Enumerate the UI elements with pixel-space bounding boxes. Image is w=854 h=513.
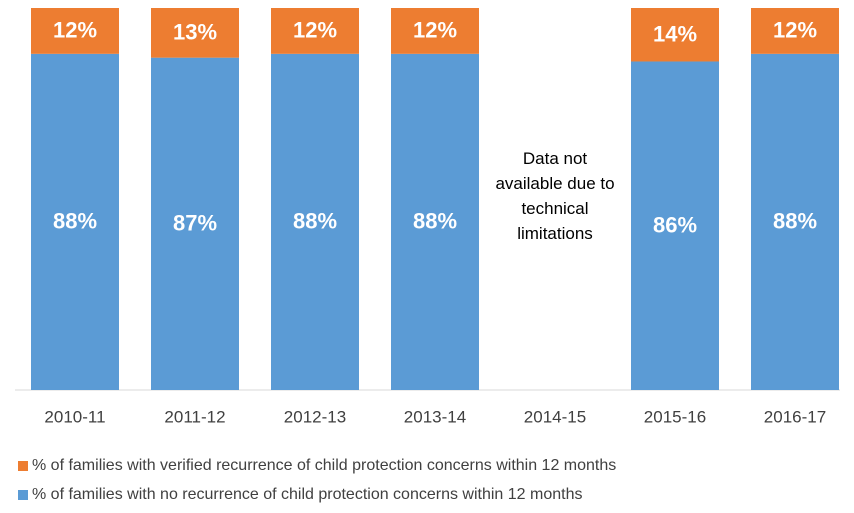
legend-swatch [18, 490, 28, 500]
data-label: 88% [53, 209, 97, 234]
bar-segment [151, 8, 239, 58]
bar-segment [751, 53, 839, 391]
annotation: Data not available due to technical limi… [495, 149, 615, 243]
bar-segment [391, 8, 479, 54]
bar-segment [31, 8, 119, 54]
bar-segment [391, 53, 479, 391]
legend-label: % of families with verified recurrence o… [32, 457, 616, 474]
data-label: 12% [413, 18, 457, 43]
data-label: 88% [773, 209, 817, 234]
bar-segment [751, 8, 839, 54]
x-tick-label: 2013-14 [404, 407, 466, 426]
x-tick-label: 2011-12 [164, 407, 225, 426]
data-label: 13% [173, 20, 217, 45]
data-label: 14% [653, 22, 697, 47]
data-label: 88% [293, 209, 337, 234]
legend-swatch [18, 461, 28, 471]
data-label: 86% [653, 213, 697, 238]
x-tick-label: 2012-13 [284, 407, 346, 426]
bar-segment [631, 61, 719, 390]
data-label: 88% [413, 209, 457, 234]
data-label: 87% [173, 211, 217, 236]
x-tick-label: 2015-16 [644, 407, 706, 426]
x-tick-label: 2016-17 [764, 407, 826, 426]
bar-segment [271, 53, 359, 391]
data-label: 12% [293, 18, 337, 43]
data-label: 12% [773, 18, 817, 43]
bar-segment [151, 57, 239, 390]
x-tick-label: 2010-11 [44, 407, 105, 426]
legend-label: % of families with no recurrence of chil… [32, 486, 582, 503]
data-label: 12% [53, 18, 97, 43]
bar-segment [31, 53, 119, 391]
x-tick-label: 2014-15 [524, 407, 586, 426]
bar-segment [631, 8, 719, 62]
bar-segment [271, 8, 359, 54]
